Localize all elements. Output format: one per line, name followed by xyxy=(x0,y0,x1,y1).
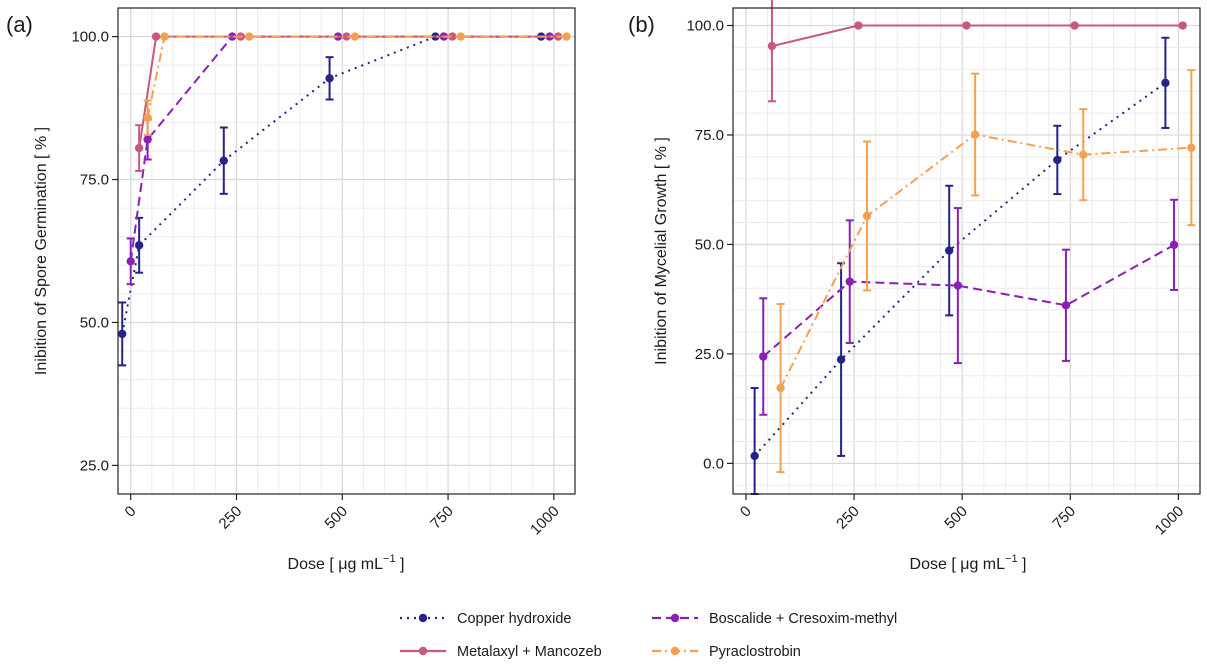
legend-marker-boscalide-cresoxim xyxy=(670,613,680,623)
panel-b-y-tick-label: 75.0 xyxy=(695,127,724,144)
panel-a-point-metalaxyl-mancozeb xyxy=(151,32,161,41)
panel-b-x-axis-unit-exponent: −1 xyxy=(1005,553,1018,565)
panel-b-y-tick-label: 0.0 xyxy=(703,455,724,472)
panel-a-point-pyraclostrobin xyxy=(456,32,465,41)
panel-b-plot-area xyxy=(733,8,1200,494)
panel-b-y-tick-label: 100.0 xyxy=(686,18,724,35)
panel-b-point-metalaxyl-mancozeb xyxy=(1070,21,1079,30)
panel-b: (b) 0 250 500 750 1000 0.0 25.0 50.0 75.0 100.0 D… xyxy=(628,0,1201,573)
panel-a-y-tick-label: 50.0 xyxy=(80,314,109,331)
panel-b-y-tick-label: 50.0 xyxy=(695,236,724,253)
panel-b-y-tick-label: 25.0 xyxy=(695,346,724,363)
panel-a-x-tick-label: 1000 xyxy=(527,503,563,539)
panel-a: (a) 0 250 500 750 1000 25.0 50.0 75.0 100.0 Dose… xyxy=(6,7,576,573)
panel-a-series-copper-hydroxide xyxy=(118,32,546,367)
legend-label-boscalide-cresoxim: Boscalide + Cresoxim-methyl xyxy=(709,611,897,627)
panel-a-point-pyraclostrobin xyxy=(244,32,254,41)
panel-a-series xyxy=(118,32,571,367)
panel-a-point-pyraclostrobin xyxy=(562,32,571,41)
panel-b-tag: (b) xyxy=(628,12,655,37)
panel-b-point-pyraclostrobin xyxy=(1187,143,1196,152)
panel-b-point-pyraclostrobin xyxy=(776,383,785,393)
panel-a-x-axis-title: Dose [ μg mL−1 ] xyxy=(288,553,405,573)
panel-b-point-metalaxyl-mancozeb xyxy=(767,41,777,51)
panel-a-frame xyxy=(117,7,576,495)
panel-b-series-copper-hydroxide xyxy=(750,36,1170,495)
panel-a-point-copper-hydroxide xyxy=(219,156,228,165)
legend-label-copper-hydroxide: Copper hydroxide xyxy=(457,611,571,627)
panel-b-x-tick-label: 750 xyxy=(1049,503,1079,533)
legend-item: Pyraclostrobin xyxy=(652,644,801,660)
panel-a-plot-area xyxy=(118,8,575,494)
legend-item: Boscalide + Cresoxim-methyl xyxy=(652,611,897,627)
panel-a-x-tick-label: 500 xyxy=(321,503,351,533)
panel-a-y-tick-label: 100.0 xyxy=(71,29,109,46)
panel-a-series-pyraclostrobin xyxy=(143,32,571,136)
panel-b-point-boscalide-cresoxim-methyl xyxy=(1061,301,1071,310)
legend-marker-copper-hydroxide xyxy=(418,613,428,623)
panel-a-point-copper-hydroxide xyxy=(325,74,334,83)
panel-a-x-axis-unit-exponent: −1 xyxy=(383,553,396,565)
panel-a-tag: (a) xyxy=(6,12,33,37)
panel-b-y-axis-title: Inibition of Mycelial Growth [ % ] xyxy=(653,137,670,365)
panel-a-x-tick-label: 750 xyxy=(427,503,457,533)
panel-b-point-metalaxyl-mancozeb xyxy=(962,21,971,30)
panel-b-grid xyxy=(733,8,1201,494)
panel-a-point-boscalide-cresoxim-methyl xyxy=(126,257,135,266)
panel-b-point-pyraclostrobin xyxy=(1079,150,1088,159)
panel-b-x-tick-label: 1000 xyxy=(1152,503,1188,539)
legend: Copper hydroxide Boscalide + Cresoxim-me… xyxy=(400,611,897,660)
panel-a-point-boscalide-cresoxim-methyl xyxy=(143,135,152,144)
panel-b-point-copper-hydroxide xyxy=(1053,155,1062,165)
panel-b-point-copper-hydroxide xyxy=(1161,78,1170,88)
panel-b-point-boscalide-cresoxim-methyl xyxy=(1169,240,1179,250)
panel-b-point-boscalide-cresoxim-methyl xyxy=(845,277,854,286)
panel-a-y-tick-label: 75.0 xyxy=(80,172,109,189)
panel-b-x-tick-label: 0 xyxy=(737,503,755,521)
legend-marker-pyraclostrobin xyxy=(670,646,680,656)
panel-a-x-tick-label: 250 xyxy=(216,503,246,533)
panel-b-point-pyraclostrobin xyxy=(862,211,872,221)
legend-marker-metalaxyl-mancozeb xyxy=(418,646,428,656)
panel-b-series xyxy=(750,0,1196,495)
panel-b-point-metalaxyl-mancozeb xyxy=(1178,21,1187,30)
legend-label-metalaxyl-mancozeb: Metalaxyl + Mancozeb xyxy=(457,644,602,660)
panel-a-point-metalaxyl-mancozeb xyxy=(134,143,144,153)
panel-b-point-copper-hydroxide xyxy=(836,355,846,364)
panel-b-x-tick-label: 250 xyxy=(833,503,863,533)
legend-item: Copper hydroxide xyxy=(400,611,571,627)
panel-b-series-pyraclostrobin xyxy=(776,69,1196,474)
panel-b-frame xyxy=(732,7,1201,495)
panel-a-point-metalaxyl-mancozeb xyxy=(342,32,351,41)
panel-b-x-axis-title: Dose [ μg mL−1 ] xyxy=(910,553,1027,573)
panel-a-point-metalaxyl-mancozeb xyxy=(448,32,457,41)
panel-b-series-metalaxyl-mancozeb xyxy=(767,0,1187,103)
panel-a-point-copper-hydroxide xyxy=(134,241,144,250)
panel-b-point-copper-hydroxide xyxy=(750,451,759,461)
legend-item: Metalaxyl + Mancozeb xyxy=(400,644,602,660)
panel-b-point-boscalide-cresoxim-methyl xyxy=(953,281,963,290)
panel-a-point-pyraclostrobin xyxy=(350,32,360,41)
panel-b-point-pyraclostrobin xyxy=(970,130,980,139)
panel-a-point-copper-hydroxide xyxy=(118,329,127,339)
panel-b-point-copper-hydroxide xyxy=(945,246,954,255)
panel-a-x-tick-label: 0 xyxy=(122,503,140,521)
panel-a-y-axis-title: Inibition of Spore Germination [ % ] xyxy=(33,127,50,375)
legend-label-pyraclostrobin: Pyraclostrobin xyxy=(709,644,801,660)
panel-b-x-tick-label: 500 xyxy=(941,503,971,533)
panel-a-y-tick-label: 25.0 xyxy=(80,457,109,474)
panel-b-point-boscalide-cresoxim-methyl xyxy=(759,352,768,361)
panel-b-point-metalaxyl-mancozeb xyxy=(854,21,863,30)
panel-a-point-pyraclostrobin xyxy=(160,32,169,41)
panel-a-point-pyraclostrobin xyxy=(143,113,152,122)
